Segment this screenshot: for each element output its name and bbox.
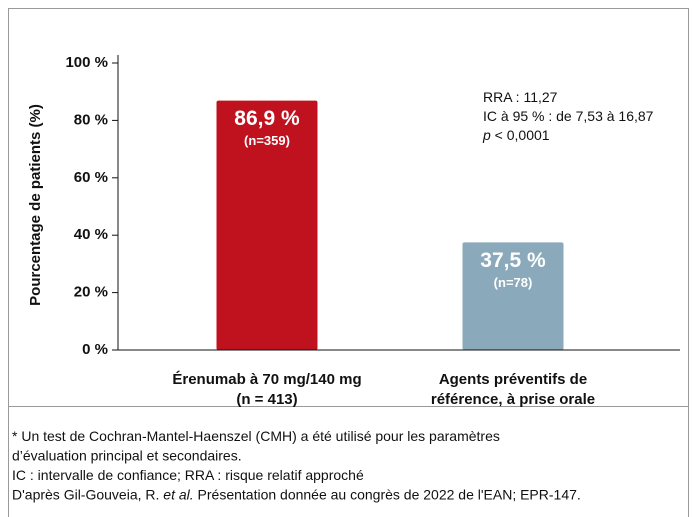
footnote: IC : intervalle de confiance; RRA : risq…	[12, 467, 364, 483]
y-tick-label: 0 %	[82, 341, 108, 358]
n-label: (n=359)	[244, 133, 290, 148]
footnote: D'après Gil-Gouveia, R. et al. Présentat…	[12, 486, 581, 502]
value-label: 86,9 %	[234, 107, 300, 130]
value-label: 37,5 %	[480, 249, 546, 272]
bar	[462, 242, 564, 350]
footnote-text: d’évaluation principal et secondaires.	[12, 447, 242, 463]
x-tick-label: (n = 413)	[236, 391, 297, 408]
footnote-text: D'après Gil-Gouveia, R.	[12, 486, 163, 502]
footnote-italic: et al.	[163, 486, 193, 502]
stat-line-text: IC à 95 % : de 7,53 à 16,87	[483, 108, 654, 124]
x-tick-label: référence, à prise orale	[431, 391, 595, 408]
stat-line: p < 0,0001	[482, 127, 550, 143]
footnote: d’évaluation principal et secondaires.	[12, 447, 242, 463]
stat-line-text: RRA : 11,27	[483, 89, 558, 105]
stat-line: RRA : 11,27	[483, 89, 558, 105]
y-tick-label: 20 %	[74, 284, 108, 301]
stat-line-text: < 0,0001	[491, 127, 550, 143]
y-tick-label: 40 %	[74, 226, 108, 243]
footnote: * Un test de Cochran-Mantel-Haenszel (CM…	[12, 428, 500, 444]
x-tick-label: Érenumab à 70 mg/140 mg	[172, 371, 361, 388]
y-tick-label: 60 %	[74, 169, 108, 186]
y-axis-title: Pourcentage de patients (%)	[27, 104, 44, 306]
y-tick-label: 80 %	[74, 111, 108, 128]
x-tick-label: Agents préventifs de	[439, 371, 587, 388]
bar	[216, 100, 318, 350]
frame	[8, 8, 689, 517]
stat-line: IC à 95 % : de 7,53 à 16,87	[483, 108, 654, 124]
footnote-text: * Un test de Cochran-Mantel-Haenszel (CM…	[12, 428, 500, 444]
y-tick-label: 100 %	[65, 54, 108, 71]
footnote-text: IC : intervalle de confiance; RRA : risq…	[12, 467, 364, 483]
footnote-text: Présentation donnée au congrès de 2022 d…	[194, 486, 581, 502]
stat-line-italic: p	[482, 127, 491, 143]
n-label: (n=78)	[494, 275, 533, 290]
